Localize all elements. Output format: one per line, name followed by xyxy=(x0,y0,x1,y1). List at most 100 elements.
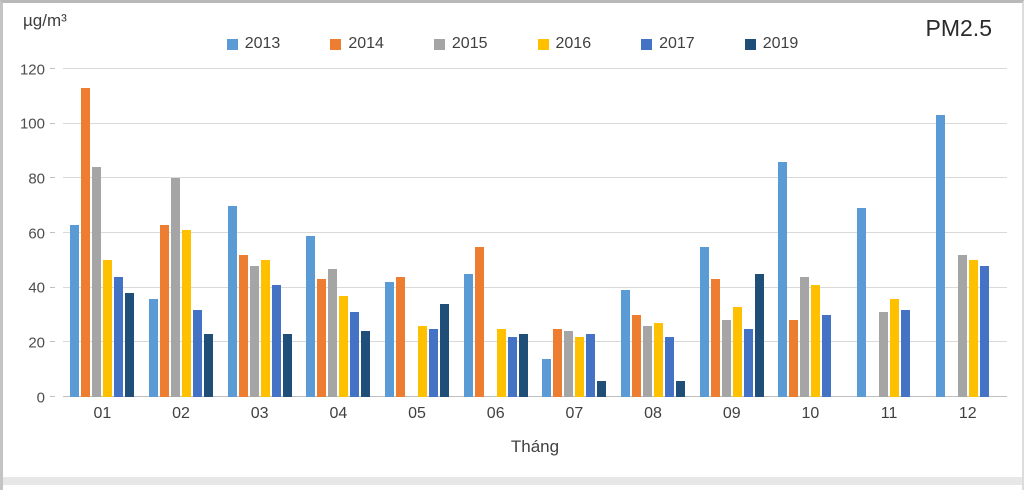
y-tick-label: 80 xyxy=(28,170,45,188)
bar-2014-07 xyxy=(553,328,563,397)
bar-2013-12 xyxy=(935,115,945,397)
bar-2015-03 xyxy=(249,265,259,397)
gridline xyxy=(63,232,1007,233)
bar-group-05 xyxy=(378,69,457,397)
bar-2017-04 xyxy=(350,312,360,397)
legend-label: 2013 xyxy=(244,35,281,52)
bar-2019-05 xyxy=(440,304,450,397)
bar-2017-12 xyxy=(979,265,989,397)
bar-2017-10 xyxy=(822,315,832,397)
gridline xyxy=(63,341,1007,343)
legend-swatch-icon xyxy=(641,38,653,50)
bar-2016-12 xyxy=(968,260,978,397)
x-tick-label: 06 xyxy=(486,405,505,422)
x-tick-label: 05 xyxy=(408,405,426,422)
bar-2015-02 xyxy=(171,178,180,397)
bar-group-09 xyxy=(692,69,771,397)
bar-2019-04 xyxy=(361,331,371,397)
bar-2019-09 xyxy=(754,274,764,397)
bar-2014-03 xyxy=(238,254,248,397)
legend-item-2014: 2014 xyxy=(330,35,384,53)
bar-2013-02 xyxy=(149,298,158,397)
gridline xyxy=(63,177,1007,179)
bar-2016-01 xyxy=(103,260,113,397)
x-axis-title: Tháng xyxy=(510,437,560,456)
bar-2015-10 xyxy=(800,276,810,397)
x-tick-label: 02 xyxy=(172,405,190,422)
chart-title: PM2.5 xyxy=(925,15,992,41)
legend-swatch-icon xyxy=(433,38,445,50)
bar-2016-05 xyxy=(418,325,428,397)
bar-2014-05 xyxy=(396,276,406,397)
y-tick-label: 40 xyxy=(28,279,45,297)
bar-2016-11 xyxy=(890,298,900,397)
legend: 2013 2014 2015 2016 2017 2019 xyxy=(3,33,1022,55)
y-tick-label: 0 xyxy=(36,389,45,406)
bar-2019-06 xyxy=(518,334,528,397)
y-tick-label: 60 xyxy=(28,225,45,242)
y-tick-label: 100 xyxy=(19,115,45,133)
bar-2019-07 xyxy=(597,380,607,397)
bar-2017-01 xyxy=(114,276,124,397)
bar-2014-02 xyxy=(160,224,169,397)
bar-2019-01 xyxy=(125,293,135,397)
bar-2017-03 xyxy=(271,284,281,397)
bar-2013-11 xyxy=(857,208,867,397)
x-axis-labels: 01 02 03 04 05 06 07 08 09 10 11 12 xyxy=(63,405,1007,423)
bar-2017-07 xyxy=(586,334,596,397)
bar-2015-08 xyxy=(643,325,653,397)
bar-2013-05 xyxy=(385,282,395,397)
y-tick-mark xyxy=(50,232,55,233)
y-tick-mark xyxy=(50,177,55,179)
bar-2016-07 xyxy=(575,336,585,397)
x-tick-label: 04 xyxy=(329,405,348,422)
bar-group-06 xyxy=(456,69,535,397)
bar-2014-04 xyxy=(317,279,327,397)
legend-item-2016: 2016 xyxy=(537,35,592,53)
bar-2013-09 xyxy=(699,246,709,397)
bar-group-01 xyxy=(63,69,142,397)
legend-item-2013: 2013 xyxy=(226,35,281,53)
bar-2013-06 xyxy=(463,274,473,397)
bar-2016-10 xyxy=(811,284,821,397)
bar-2014-09 xyxy=(710,279,720,397)
y-tick-label: 20 xyxy=(28,334,45,352)
bar-2015-07 xyxy=(564,331,574,397)
legend-label: 2015 xyxy=(451,35,488,52)
bar-2017-02 xyxy=(193,309,202,397)
bar-2014-06 xyxy=(474,246,484,397)
legend-label: 2017 xyxy=(659,35,695,52)
bar-2014-08 xyxy=(632,315,642,397)
bar-2016-03 xyxy=(260,260,270,397)
bar-group-03 xyxy=(220,69,299,397)
bar-group-10 xyxy=(771,69,850,397)
y-axis-unit-label: µg/m³ xyxy=(23,11,67,30)
legend-swatch-icon xyxy=(744,38,756,50)
bar-2015-09 xyxy=(721,320,731,397)
bar-2017-06 xyxy=(507,336,517,397)
bar-2016-06 xyxy=(496,328,506,397)
bar-2013-04 xyxy=(306,235,316,397)
bar-group-11 xyxy=(850,69,929,397)
bar-2019-08 xyxy=(676,380,686,397)
bar-2017-09 xyxy=(743,328,753,397)
bar-2015-11 xyxy=(879,312,889,397)
legend-label: 2016 xyxy=(555,35,592,52)
x-tick-label: 03 xyxy=(250,405,269,422)
bar-2013-07 xyxy=(542,358,552,397)
bar-2016-04 xyxy=(339,295,349,397)
y-tick-mark xyxy=(50,122,55,124)
gridline xyxy=(63,122,1007,124)
bar-2019-02 xyxy=(204,334,213,397)
bar-2013-08 xyxy=(621,290,631,397)
bar-2013-01 xyxy=(70,224,80,397)
bars-container xyxy=(63,69,1007,397)
bottom-border-strip xyxy=(3,477,1022,485)
bar-group-07 xyxy=(535,69,614,397)
plot-area xyxy=(63,68,1007,397)
bar-2017-11 xyxy=(901,309,911,397)
bar-2015-04 xyxy=(328,268,338,397)
x-tick-label: 01 xyxy=(93,405,112,422)
legend-label: 2019 xyxy=(762,35,799,52)
